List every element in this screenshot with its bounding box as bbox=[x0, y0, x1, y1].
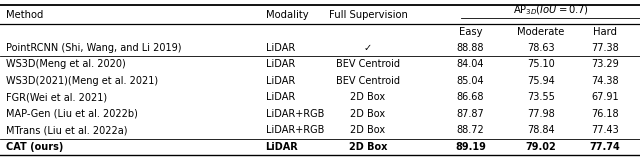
Text: 73.29: 73.29 bbox=[591, 59, 619, 69]
Text: 2D Box: 2D Box bbox=[351, 92, 385, 102]
Text: 89.19: 89.19 bbox=[455, 142, 486, 152]
Text: 2D Box: 2D Box bbox=[349, 142, 387, 152]
Text: LiDAR+RGB: LiDAR+RGB bbox=[266, 125, 324, 135]
Text: LiDAR: LiDAR bbox=[266, 142, 298, 152]
Text: LiDAR: LiDAR bbox=[266, 43, 295, 53]
Text: CAT (ours): CAT (ours) bbox=[6, 142, 64, 152]
Text: LiDAR: LiDAR bbox=[266, 92, 295, 102]
Text: 77.43: 77.43 bbox=[591, 125, 619, 135]
Text: LiDAR: LiDAR bbox=[266, 76, 295, 86]
Text: Easy: Easy bbox=[459, 27, 482, 37]
Text: MAP-Gen (Liu et al. 2022b): MAP-Gen (Liu et al. 2022b) bbox=[6, 109, 138, 119]
Text: FGR(Wei et al. 2021): FGR(Wei et al. 2021) bbox=[6, 92, 108, 102]
Text: WS3D(Meng et al. 2020): WS3D(Meng et al. 2020) bbox=[6, 59, 126, 69]
Text: 87.87: 87.87 bbox=[456, 109, 484, 119]
Text: 86.68: 86.68 bbox=[457, 92, 484, 102]
Text: 74.38: 74.38 bbox=[591, 76, 619, 86]
Text: Method: Method bbox=[6, 10, 44, 20]
Text: BEV Centroid: BEV Centroid bbox=[336, 76, 400, 86]
Text: 77.98: 77.98 bbox=[527, 109, 555, 119]
Text: 78.63: 78.63 bbox=[527, 43, 555, 53]
Text: 76.18: 76.18 bbox=[591, 109, 619, 119]
Text: Full Supervision: Full Supervision bbox=[328, 10, 408, 20]
Text: 2D Box: 2D Box bbox=[351, 109, 385, 119]
Text: 88.88: 88.88 bbox=[457, 43, 484, 53]
Text: PointRCNN (Shi, Wang, and Li 2019): PointRCNN (Shi, Wang, and Li 2019) bbox=[6, 43, 182, 53]
Text: 73.55: 73.55 bbox=[527, 92, 555, 102]
Text: MTrans (Liu et al. 2022a): MTrans (Liu et al. 2022a) bbox=[6, 125, 128, 135]
Text: 75.94: 75.94 bbox=[527, 76, 555, 86]
Text: Hard: Hard bbox=[593, 27, 617, 37]
Text: 2D Box: 2D Box bbox=[351, 125, 385, 135]
Text: 77.74: 77.74 bbox=[589, 142, 620, 152]
Text: WS3D(2021)(Meng et al. 2021): WS3D(2021)(Meng et al. 2021) bbox=[6, 76, 159, 86]
Text: Modality: Modality bbox=[266, 10, 308, 20]
Text: 79.02: 79.02 bbox=[525, 142, 556, 152]
Text: LiDAR+RGB: LiDAR+RGB bbox=[266, 109, 324, 119]
Text: 85.04: 85.04 bbox=[456, 76, 484, 86]
Text: 75.10: 75.10 bbox=[527, 59, 555, 69]
Text: ✓: ✓ bbox=[364, 43, 372, 53]
Text: BEV Centroid: BEV Centroid bbox=[336, 59, 400, 69]
Text: 84.04: 84.04 bbox=[457, 59, 484, 69]
Text: LiDAR: LiDAR bbox=[266, 59, 295, 69]
Text: 77.38: 77.38 bbox=[591, 43, 619, 53]
Text: 88.72: 88.72 bbox=[456, 125, 484, 135]
Text: Moderate: Moderate bbox=[517, 27, 564, 37]
Text: 67.91: 67.91 bbox=[591, 92, 619, 102]
Text: $\mathrm{AP}_{3D}(IoU = 0.7)$: $\mathrm{AP}_{3D}(IoU = 0.7)$ bbox=[513, 4, 588, 17]
Text: 78.84: 78.84 bbox=[527, 125, 555, 135]
